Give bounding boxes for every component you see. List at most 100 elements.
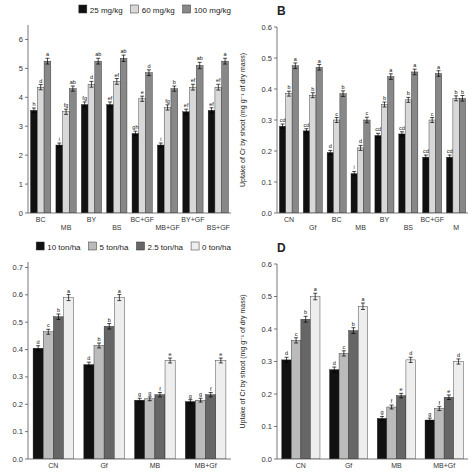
y-tick bbox=[25, 376, 28, 377]
y-tick bbox=[274, 296, 277, 297]
y-tick bbox=[25, 431, 28, 432]
plot-area bbox=[279, 63, 465, 213]
bar bbox=[279, 126, 285, 213]
y-tick bbox=[25, 404, 28, 405]
letter-label: a bbox=[437, 64, 441, 70]
y-tick-label: 0.3 bbox=[262, 357, 272, 366]
y-tick-label: 0 bbox=[19, 209, 23, 218]
letter-label: ab bbox=[197, 55, 203, 61]
letter-label: f bbox=[391, 398, 393, 404]
y-tick-label: 0.2 bbox=[262, 390, 272, 399]
x-tick-label: Gf bbox=[100, 462, 107, 469]
bar bbox=[377, 418, 387, 459]
letter-label: g bbox=[428, 411, 431, 417]
error-bar bbox=[304, 129, 308, 133]
bar bbox=[43, 332, 53, 459]
figure: 25 mg/kg60 mg/kg100 mg/kgBCMBBYBSBC+GFMB… bbox=[0, 0, 474, 474]
bar bbox=[454, 362, 464, 460]
x-tick-label: BS bbox=[404, 224, 414, 231]
letter-label: ef bbox=[115, 72, 120, 78]
error-bar bbox=[166, 105, 170, 110]
error-bar bbox=[335, 118, 339, 123]
y-tick-label: 0.1 bbox=[13, 427, 23, 436]
bar bbox=[157, 145, 164, 213]
y-tick bbox=[25, 97, 28, 98]
bar bbox=[104, 326, 114, 459]
letter-label: a bbox=[389, 67, 393, 73]
error-bar bbox=[460, 96, 464, 102]
error-bar bbox=[122, 55, 126, 61]
legend-label: 5 ton/ha bbox=[100, 243, 129, 252]
error-bar bbox=[359, 145, 363, 150]
letter-label: fg bbox=[64, 102, 69, 108]
bar bbox=[447, 157, 453, 213]
bar bbox=[107, 105, 114, 213]
bar bbox=[425, 420, 435, 459]
y-tick-label: 0.6 bbox=[262, 23, 272, 32]
bar bbox=[95, 61, 102, 213]
y-tick-label: 0.3 bbox=[262, 116, 272, 125]
bar bbox=[444, 397, 454, 459]
bar bbox=[316, 67, 322, 213]
bar bbox=[208, 110, 215, 213]
legend-swatch bbox=[79, 5, 87, 13]
letter-label: a bbox=[361, 296, 365, 302]
bar bbox=[358, 306, 368, 459]
panel-title: B bbox=[277, 4, 286, 18]
letter-label: g bbox=[138, 391, 141, 397]
letter-label: g bbox=[189, 393, 192, 399]
bar bbox=[334, 120, 340, 213]
legend-swatch bbox=[36, 242, 44, 250]
x-tick-label: M bbox=[453, 224, 459, 231]
bar bbox=[453, 98, 459, 213]
error-bar bbox=[437, 71, 441, 77]
y-tick-label: 2 bbox=[19, 151, 23, 160]
y-tick bbox=[274, 120, 277, 121]
bar bbox=[216, 361, 226, 460]
bar bbox=[429, 120, 435, 213]
letter-label: g bbox=[148, 390, 151, 396]
error-bar bbox=[304, 316, 308, 322]
letter-label: ef bbox=[184, 102, 189, 108]
bar bbox=[364, 120, 370, 213]
bar bbox=[94, 345, 104, 459]
error-bar bbox=[390, 405, 394, 409]
bar bbox=[423, 157, 429, 213]
bar bbox=[53, 317, 63, 459]
y-tick bbox=[25, 39, 28, 40]
error-bar bbox=[32, 108, 36, 113]
letter-label: b bbox=[342, 84, 345, 90]
x-tick-label: BC bbox=[332, 216, 342, 223]
bar bbox=[330, 370, 340, 459]
letter-label: c bbox=[342, 344, 345, 350]
bar bbox=[81, 105, 88, 213]
error-bar bbox=[294, 338, 298, 343]
bar bbox=[185, 402, 195, 459]
y-axis-label: Uptake of Cr by shoot (mg g⁻¹ of dry mas… bbox=[239, 294, 247, 428]
legend-label: 0 ton/ha bbox=[202, 243, 231, 252]
plot-area bbox=[282, 293, 463, 459]
x-tick-label: BS bbox=[112, 224, 122, 231]
x-tick-label: MB bbox=[391, 462, 402, 469]
error-bar bbox=[36, 346, 40, 351]
letter-label: b bbox=[461, 89, 464, 95]
letter-label: a bbox=[46, 51, 50, 57]
y-tick bbox=[274, 426, 277, 427]
y-tick bbox=[274, 151, 277, 152]
y-tick bbox=[274, 213, 277, 214]
bar bbox=[63, 112, 70, 213]
y-tick-label: 0.6 bbox=[262, 260, 272, 269]
legend-swatch bbox=[89, 242, 97, 250]
letter-label: d bbox=[90, 74, 93, 80]
error-bar bbox=[158, 393, 162, 397]
bar bbox=[282, 360, 292, 459]
bar bbox=[310, 95, 316, 213]
bar bbox=[114, 298, 124, 459]
letter-label: ab bbox=[70, 79, 76, 85]
bar bbox=[145, 399, 155, 459]
bar bbox=[196, 65, 203, 213]
letter-label: e bbox=[141, 89, 144, 95]
x-tick-label: BY+GF bbox=[181, 216, 204, 223]
x-tick-label: CN bbox=[48, 462, 58, 469]
y-tick bbox=[25, 294, 28, 295]
